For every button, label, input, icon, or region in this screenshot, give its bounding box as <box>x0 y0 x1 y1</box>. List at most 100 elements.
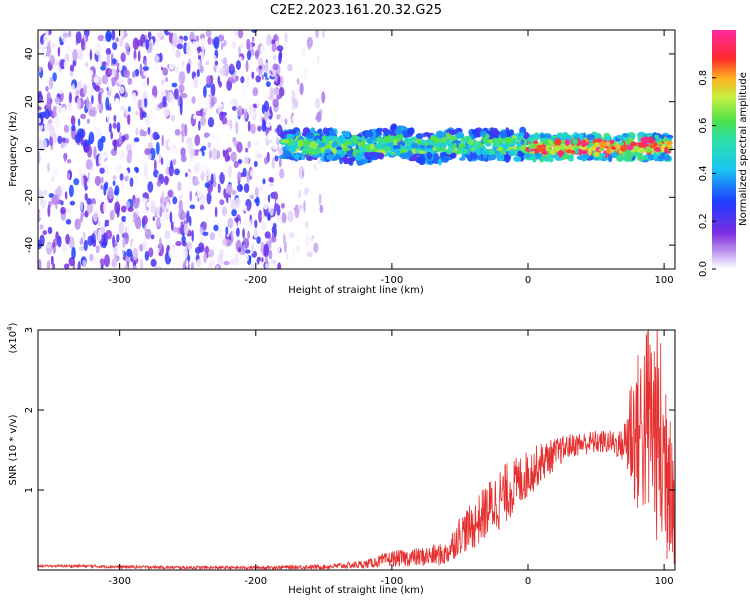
spectrogram-cell <box>182 112 187 119</box>
spectrogram-cell <box>599 141 607 149</box>
spectrogram-cell <box>125 200 130 210</box>
spectrogram-cell <box>105 47 112 56</box>
spectrogram-cell <box>154 65 158 73</box>
spectrogram-cell <box>435 130 445 139</box>
spectrogram-cell <box>180 165 184 174</box>
spectrogram-cell <box>171 82 178 88</box>
spectrogram-cell <box>144 228 152 240</box>
spectrogram-cell <box>126 248 133 257</box>
spectrogram-cell <box>164 139 168 148</box>
spectrogram-cell <box>76 97 81 111</box>
spectrogram-cell <box>69 71 74 77</box>
spectrogram-cell <box>45 243 52 249</box>
spectrogram-cell <box>52 162 59 169</box>
spectrogram-cell <box>254 228 258 239</box>
spectrogram-cell <box>526 137 533 142</box>
spectrogram-cell <box>315 30 320 39</box>
x-tick-label: -100 <box>381 576 404 587</box>
spectrogram-cell <box>108 123 112 133</box>
snr-y-ticks: 1 2 3 <box>24 327 675 493</box>
spectrogram-cell <box>548 155 554 163</box>
spectrogram-cell <box>644 146 652 154</box>
spectrogram-cell <box>306 36 313 49</box>
spectrogram-cell <box>437 158 442 166</box>
spectrogram-cell <box>580 139 587 148</box>
spectrogram-cell <box>112 235 116 248</box>
spectrogram-cell <box>92 252 96 265</box>
spectrogram-cell <box>118 132 122 145</box>
spectrogram-cell <box>179 194 183 200</box>
spectrogram-cell <box>137 50 141 62</box>
spectrogram-cell <box>105 30 112 42</box>
spectrogram-cell <box>322 30 325 39</box>
y-tick-label: 40 <box>24 48 35 61</box>
spectrogram-cell <box>223 63 230 77</box>
spectrogram-cell <box>93 116 97 130</box>
spectrogram-cell <box>141 153 147 166</box>
spectrogram-cell <box>75 31 82 44</box>
spectrogram-cell <box>123 69 130 78</box>
colorbar-label: Normalized spectral amplitude <box>738 72 749 226</box>
spectrogram-cell <box>269 95 275 101</box>
spectrogram-cell <box>127 207 134 212</box>
spectrogram-cell <box>291 103 295 112</box>
spectrogram-cell <box>210 97 215 108</box>
spectrogram-cell <box>292 140 298 147</box>
spectrogram-cell <box>80 200 83 212</box>
spectrogram-cell <box>572 138 579 145</box>
spectrogram-cell <box>222 65 225 77</box>
spectrogram-cell <box>279 168 285 179</box>
spectrogram-cell <box>313 182 319 187</box>
spectrogram-cell <box>77 261 81 269</box>
spectrogram-cell <box>207 117 215 128</box>
spectrogram-cell <box>523 131 530 140</box>
spectrogram-cell <box>269 106 272 115</box>
spectrogram-cell <box>219 199 225 206</box>
spectrogram-cell <box>83 174 87 188</box>
spectrogram-cell <box>296 78 300 85</box>
spectrogram-cell <box>165 76 169 83</box>
spectrogram-cell <box>86 201 93 214</box>
spectrogram-cell <box>43 139 48 151</box>
spectrogram-cell <box>471 129 478 135</box>
spectrogram-cell <box>193 76 199 89</box>
spectrogram-cell <box>157 103 164 109</box>
spectrogram-cell <box>311 190 315 196</box>
spectrogram-cell <box>336 146 342 151</box>
spectrogram-cell <box>52 105 58 117</box>
spectrogram-cell <box>84 144 90 153</box>
spectrogram-cell <box>110 219 115 226</box>
spectrogram-cell <box>244 108 248 120</box>
spectrogram-cell <box>214 60 219 66</box>
spectrogram-cell <box>504 155 511 163</box>
spectrogram-cell <box>88 131 95 145</box>
spectrogram-cell <box>183 223 189 236</box>
spectrogram-cell <box>282 233 286 245</box>
spectrogram-cell <box>249 194 255 200</box>
spectrogram-cell <box>145 174 150 181</box>
spectrogram-cell <box>306 155 314 161</box>
spectrogram-cell <box>42 230 48 236</box>
spectrogram-cell <box>383 129 390 137</box>
spectrogram-cell <box>44 122 51 132</box>
spectrogram-cell <box>38 43 43 50</box>
spectrogram-cell <box>254 49 260 60</box>
spectrogram-cell <box>342 147 351 152</box>
snr-x-axis-label: Height of straight line (km) <box>288 585 424 596</box>
spectrogram-cell <box>91 95 94 104</box>
spectrogram-cell <box>450 152 457 159</box>
spectrogram-cell <box>129 177 134 187</box>
spectrogram-cell <box>39 185 46 192</box>
spectrogram-cell <box>264 256 268 265</box>
spectrogram-cell <box>407 150 413 158</box>
spectrogram-cell <box>75 229 82 243</box>
spectrogram-cell <box>147 31 152 40</box>
spectrogram-cell <box>56 185 62 199</box>
spectrogram-cell <box>279 131 288 139</box>
colorbar: 0.0 0.2 0.4 0.6 0.8 Normalized spectral ampl… <box>698 30 749 277</box>
spectrogram-cell <box>112 227 119 236</box>
spectrogram-cell <box>208 149 213 160</box>
spectrogram-cell <box>198 150 203 160</box>
spectrogram-cell <box>177 181 182 192</box>
spectrogram-cell <box>261 73 264 80</box>
